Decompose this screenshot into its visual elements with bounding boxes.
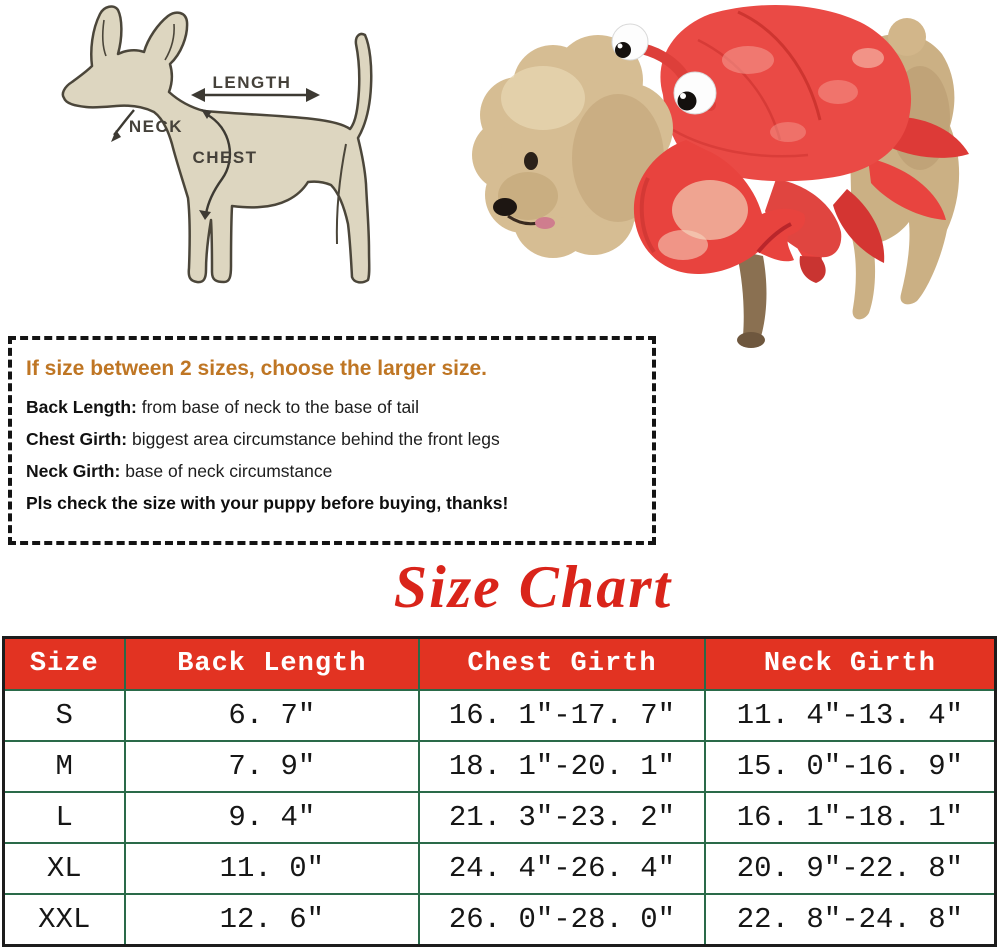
cell-neck-girth: 20. 9″-22. 8″	[703, 842, 997, 895]
cell-back-length: 9. 4″	[123, 791, 421, 844]
cell-neck-girth: 22. 8″-24. 8″	[703, 893, 997, 947]
size-chart-table: Size Back Length Chest Girth Neck Girth …	[2, 636, 997, 947]
cell-size: S	[2, 689, 126, 742]
measure-term: Neck Girth:	[26, 461, 121, 481]
dog-front-leg	[736, 250, 767, 348]
measure-definition: biggest area circumstance behind the fro…	[127, 429, 500, 449]
cell-neck-girth: 15. 0″-16. 9″	[703, 740, 997, 793]
cell-size: XL	[2, 842, 126, 895]
dog-measurement-diagram: LENGTH NECK CHEST	[61, 5, 373, 284]
column-header-chest-girth: Chest Girth	[418, 636, 706, 691]
cell-back-length: 7. 9″	[123, 740, 421, 793]
neck-label: NECK	[129, 117, 183, 136]
column-header-neck-girth: Neck Girth	[703, 636, 997, 691]
hind-leg-line	[335, 143, 347, 245]
cell-size: M	[2, 740, 126, 793]
measure-definition: from base of neck to the base of tail	[136, 397, 419, 417]
cell-chest-girth: 21. 3″-23. 2″	[418, 791, 706, 844]
dog-head	[472, 35, 673, 258]
cell-chest-girth: 16. 1″-17. 7″	[418, 689, 706, 742]
info-headline: If size between 2 sizes, choose the larg…	[26, 357, 488, 380]
table-row-s: S 6. 7″ 16. 1″-17. 7″ 11. 4″-13. 4″	[2, 689, 997, 742]
table-row-xxl: XXL 12. 6″ 26. 0″-28. 0″ 22. 8″-24. 8″	[2, 893, 997, 947]
cell-chest-girth: 18. 1″-20. 1″	[418, 740, 706, 793]
column-header-back-length: Back Length	[123, 636, 421, 691]
table-header-row: Size Back Length Chest Girth Neck Girth	[2, 636, 997, 691]
dog-crab-costume-photo	[472, 4, 969, 348]
info-line-neck-girth: Neck Girth: base of neck circumstance	[26, 461, 636, 482]
cell-neck-girth: 16. 1″-18. 1″	[703, 791, 997, 844]
neck-arc-icon	[111, 109, 135, 142]
measure-definition: base of neck circumstance	[120, 461, 333, 481]
crab-shell	[660, 4, 912, 182]
cell-back-length: 12. 6″	[123, 893, 421, 947]
info-footer: Pls check the size with your puppy befor…	[26, 493, 509, 513]
table-row-xl: XL 11. 0″ 24. 4″-26. 4″ 20. 9″-22. 8″	[2, 842, 997, 895]
table-row-l: L 9. 4″ 21. 3″-23. 2″ 16. 1″-18. 1″	[2, 791, 997, 844]
cell-back-length: 11. 0″	[123, 842, 421, 895]
back-ear-inner-line	[164, 23, 175, 61]
sizing-info-box: If size between 2 sizes, choose the larg…	[8, 336, 656, 545]
cell-back-length: 6. 7″	[123, 689, 421, 742]
column-header-size: Size	[2, 636, 126, 691]
measure-term: Back Length:	[26, 397, 137, 417]
dog-nose	[493, 198, 517, 216]
dog-tongue	[535, 217, 555, 229]
length-label: LENGTH	[213, 73, 292, 92]
cell-chest-girth: 26. 0″-28. 0″	[418, 893, 706, 947]
cell-size: XXL	[2, 893, 126, 947]
info-line-chest-girth: Chest Girth: biggest area circumstance b…	[26, 429, 636, 450]
size-chart-title: Size Chart	[393, 554, 673, 620]
table-row-m: M 7. 9″ 18. 1″-20. 1″ 15. 0″-16. 9″	[2, 740, 997, 793]
crab-eyestalks	[611, 23, 717, 115]
dog-eye	[524, 152, 538, 170]
length-arrow-icon	[191, 88, 320, 102]
cell-chest-girth: 24. 4″-26. 4″	[418, 842, 706, 895]
front-ear-inner-line	[101, 19, 107, 57]
cell-size: L	[2, 791, 126, 844]
chest-label: CHEST	[192, 148, 257, 167]
measure-term: Chest Girth:	[26, 429, 128, 449]
cell-neck-girth: 11. 4″-13. 4″	[703, 689, 997, 742]
info-line-back-length: Back Length: from base of neck to the ba…	[26, 397, 636, 418]
crab-front-claw	[633, 140, 806, 275]
chest-arc-icon	[199, 109, 232, 220]
chihuahua-outline	[61, 5, 373, 284]
